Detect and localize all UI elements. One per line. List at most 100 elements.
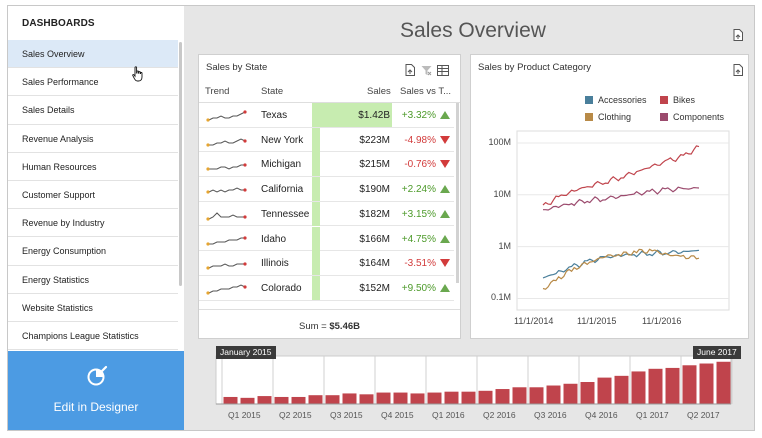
table-row[interactable]: California $190M +2.24% — [199, 177, 454, 202]
plot-area — [516, 130, 730, 311]
series-line — [542, 249, 700, 279]
range-tick-label: Q1 2015 — [228, 410, 261, 420]
sales-data-bar — [312, 152, 320, 177]
sales-value: $215M — [359, 159, 390, 171]
grid-footer: Sum = $5.46B — [199, 309, 460, 339]
sales-value: $166M — [359, 233, 390, 245]
sidebar-item[interactable]: Sales Details — [8, 96, 178, 125]
range-bar — [614, 375, 629, 404]
sidebar-item[interactable]: Energy Statistics — [8, 266, 178, 294]
range-tick-label: Q4 2016 — [585, 410, 618, 420]
range-tick-label: Q2 2017 — [687, 410, 720, 420]
y-tick-label: 1M — [498, 240, 511, 251]
filter-icon[interactable] — [421, 63, 432, 81]
export-icon[interactable] — [733, 28, 743, 46]
trend-column-header[interactable]: Trend — [205, 86, 230, 97]
sales-column-header[interactable]: Sales — [367, 86, 391, 97]
sales-cell: $1.42B — [312, 103, 392, 127]
grid-scrollbar[interactable] — [456, 103, 459, 283]
trend-sparkline — [206, 262, 247, 270]
sidebar-item[interactable]: Website Statistics — [8, 294, 178, 322]
state-cell: Illinois — [261, 258, 289, 270]
arrow-up-icon — [440, 209, 450, 218]
x-tick-label: 11/1/2016 — [642, 316, 682, 326]
sales-cell: $164M — [312, 251, 392, 276]
range-bar — [512, 387, 527, 404]
legend-item[interactable]: Accessories — [585, 95, 647, 105]
sidebar-item[interactable]: Champions League Statistics — [8, 322, 178, 351]
range-bar — [529, 387, 544, 404]
edit-in-designer-button[interactable]: Edit in Designer — [8, 351, 184, 430]
range-tick-label: Q3 2015 — [330, 410, 363, 420]
sales-vs-target-value: -4.98% — [404, 134, 436, 146]
legend-swatch — [585, 96, 593, 104]
range-bar — [461, 391, 476, 404]
range-bar — [665, 367, 680, 404]
range-bar — [427, 392, 442, 404]
range-bar — [444, 391, 459, 404]
legend-swatch — [660, 96, 668, 104]
sidebar-item[interactable]: Customer Support — [8, 181, 178, 210]
state-column-header[interactable]: State — [261, 86, 284, 97]
columns-icon[interactable] — [437, 63, 449, 81]
range-bar — [597, 377, 612, 404]
state-cell: Michigan — [261, 159, 302, 171]
dashboard-window: DASHBOARDS Sales Overview Sales Performan… — [7, 5, 755, 431]
y-tick-label: 10M — [493, 188, 511, 199]
table-row[interactable]: Tennessee $182M +3.15% — [199, 201, 454, 227]
range-bar — [325, 395, 340, 404]
sales-value: $190M — [359, 184, 390, 196]
export-icon[interactable] — [405, 63, 415, 81]
table-row[interactable]: Michigan $215M -0.76% — [199, 152, 454, 178]
table-row[interactable]: Colorado $152M +9.50% — [199, 275, 454, 301]
table-row[interactable]: Idaho $166M +4.75% — [199, 226, 454, 252]
range-selector[interactable]: January 2015 June 2017 Q1 2015 Q2 2015 Q3 … — [204, 346, 749, 428]
range-tick-label: Q2 2016 — [483, 410, 516, 420]
sales-value: $182M — [359, 208, 390, 220]
arrow-down-icon — [440, 135, 450, 144]
table-row[interactable]: New York $223M -4.98% — [199, 127, 454, 153]
range-bar — [410, 393, 425, 404]
sidebar-item[interactable]: Human Resources — [8, 153, 178, 181]
range-bar — [240, 397, 255, 404]
range-tick-label: Q1 2017 — [636, 410, 669, 420]
sales-vs-target-value: +4.75% — [401, 233, 436, 245]
arrow-up-icon — [440, 283, 450, 292]
arrow-down-icon — [440, 160, 450, 169]
sidebar: DASHBOARDS Sales Overview Sales Performan… — [8, 6, 184, 430]
sidebar-item[interactable]: Energy Consumption — [8, 237, 178, 266]
designer-icon — [86, 365, 108, 392]
legend-label: Components — [673, 112, 725, 122]
legend-label: Clothing — [598, 112, 632, 122]
arrow-up-icon — [440, 111, 450, 119]
trend-sparkline — [206, 110, 247, 122]
legend-item[interactable]: Components — [660, 112, 724, 122]
sales-data-bar — [312, 226, 320, 251]
range-bar — [393, 392, 408, 404]
range-bar — [274, 396, 289, 404]
sales-value: $164M — [359, 258, 390, 270]
table-row[interactable]: Texas $1.42B +3.32% — [199, 103, 454, 128]
sidebar-item[interactable]: Revenue Analysis — [8, 125, 178, 153]
arrow-up-icon — [440, 185, 450, 194]
range-bar — [546, 385, 561, 404]
sidebar-item[interactable]: Sales Performance — [8, 68, 178, 97]
sales-cell: $190M — [312, 177, 392, 202]
range-bar — [699, 363, 714, 404]
range-bar — [631, 371, 646, 404]
trend-sparkline — [206, 138, 247, 147]
sidebar-item[interactable]: Revenue by Industry — [8, 209, 178, 238]
grid-body: Texas $1.42B +3.32% New York $223M -4.98% Mich… — [199, 103, 460, 308]
x-tick-label: 11/1/2014 — [514, 316, 554, 326]
legend-item[interactable]: Bikes — [660, 95, 695, 105]
legend-item[interactable]: Clothing — [585, 112, 631, 122]
range-bar-chart — [215, 355, 733, 405]
export-icon[interactable] — [733, 63, 743, 81]
grid-header: Trend State Sales Sales vs T... — [199, 81, 460, 103]
table-row[interactable]: Illinois $164M -3.51% — [199, 251, 454, 276]
range-bar — [563, 383, 578, 404]
menu-scrollbar[interactable] — [179, 42, 182, 286]
sidebar-item[interactable]: Sales Overview — [8, 40, 178, 69]
sales-vs-target-column-header[interactable]: Sales vs T... — [400, 86, 452, 97]
trend-sparkline — [206, 284, 247, 295]
